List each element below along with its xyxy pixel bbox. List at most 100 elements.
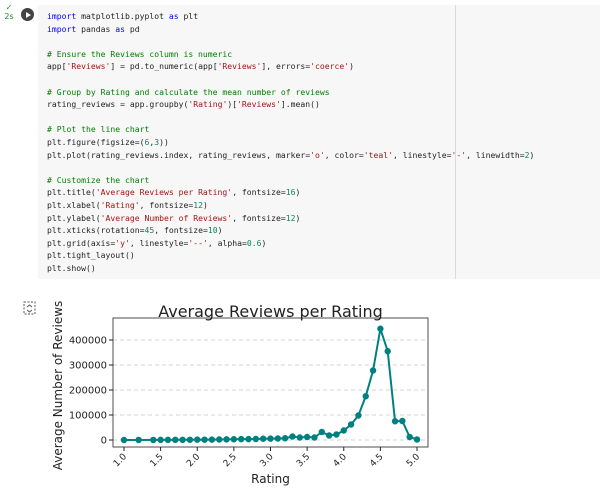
code-token: '--'	[188, 237, 208, 248]
data-point	[194, 436, 201, 443]
code-line: # Customize the chart	[47, 174, 534, 187]
code-token: '-'	[451, 149, 467, 160]
output-icon[interactable]	[22, 300, 38, 316]
data-point	[413, 436, 421, 443]
x-tick-label: 2.0	[185, 452, 202, 469]
y-tick-label: 400000	[69, 336, 107, 347]
data-point	[237, 435, 245, 443]
y-tick-label: 0	[101, 436, 107, 447]
code-line: plt.tight_layout()	[47, 250, 135, 261]
data-point	[318, 428, 325, 436]
code-token: 'y'	[115, 237, 130, 248]
run-status: ✓ 2s	[3, 3, 15, 21]
code-line: # Plot the line chart	[47, 123, 534, 136]
code-token: 'Average Reviews per Rating'	[95, 187, 233, 198]
data-point	[230, 436, 238, 443]
code-block: # Group by Rating and calculate the mean…	[47, 86, 534, 111]
code-token: # Customize the chart	[47, 174, 150, 185]
data-point	[377, 325, 384, 332]
data-point	[347, 421, 355, 428]
data-point	[355, 412, 362, 419]
data-point	[186, 436, 194, 443]
code-line: app['Reviews'] = pd.to_numeric(app['Revi…	[47, 61, 355, 72]
x-tick-label: 3.0	[258, 452, 275, 469]
code-block: # Customize the chart plt.title('Average …	[47, 174, 534, 275]
code-block: import matplotlib.pyplot as plt import pa…	[47, 10, 534, 35]
code-token: 'Reviews'	[66, 61, 111, 72]
code-token: 'Rating'	[100, 199, 140, 210]
code-line: plt.show()	[47, 262, 96, 273]
data-point	[208, 436, 216, 443]
code-token: as	[115, 23, 125, 34]
data-point	[135, 436, 142, 444]
data-point	[369, 367, 377, 374]
code-line: # Group by Rating and calculate the mean…	[47, 86, 534, 99]
data-point	[157, 436, 164, 444]
data-point	[274, 435, 282, 442]
data-point	[391, 418, 399, 425]
data-point	[216, 436, 223, 443]
status-check: ✓	[5, 3, 13, 12]
code-token: 16	[285, 187, 296, 198]
data-point	[289, 433, 296, 440]
code-token: # Group by Rating and calculate the mean…	[47, 86, 330, 97]
data-point	[325, 432, 333, 439]
data-line	[123, 328, 418, 441]
code-block: # Ensure the Reviews column is numeric ap…	[47, 48, 534, 73]
code-token: 2	[524, 149, 530, 160]
x-axis-label: Rating	[251, 472, 290, 486]
code-token: 'Reviews'	[217, 61, 262, 72]
code-line: plt.title('Average Reviews per Rating', …	[47, 187, 301, 198]
code-token: 10	[207, 225, 218, 236]
code-token: 'Reviews'	[237, 99, 281, 110]
data-point	[201, 436, 208, 443]
y-tick-label: 100000	[69, 411, 107, 422]
code-token: 'Average Number of Reviews'	[100, 212, 233, 223]
run-button[interactable]	[21, 8, 34, 21]
data-point	[223, 436, 230, 443]
chart-title: Average Reviews per Rating	[158, 302, 383, 321]
code-line: import pandas as pd	[47, 23, 140, 34]
data-point	[406, 433, 413, 441]
x-tick-label: 2.5	[222, 452, 239, 469]
data-point	[172, 436, 179, 444]
x-tick-label: 1.5	[149, 452, 166, 469]
code-line: plt.plot(rating_reviews.index, rating_re…	[47, 149, 535, 160]
code-token: 'Rating'	[188, 99, 228, 110]
code-token: as	[168, 11, 179, 21]
code-token: 45	[144, 225, 155, 236]
code-block: # Plot the line chart plt.figure(figsize=…	[47, 123, 534, 161]
x-tick-label: 1.0	[112, 452, 129, 469]
code-cell[interactable]: import matplotlib.pyplot as plt import pa…	[38, 5, 600, 279]
plot-frame	[112, 317, 429, 448]
data-point	[362, 393, 369, 400]
code-line: plt.grid(axis='y', linestyle='--', alpha…	[47, 237, 267, 248]
x-tick-label: 5.0	[405, 452, 422, 469]
x-tick-label: 3.5	[295, 452, 312, 469]
code-line: plt.ylabel('Average Number of Reviews', …	[47, 212, 301, 223]
data-point	[252, 435, 260, 443]
code-token: 0.6	[246, 237, 262, 248]
code-editor: import matplotlib.pyplot as plt import pa…	[47, 10, 534, 287]
y-tick-label: 300000	[69, 361, 107, 372]
y-tick-label: 200000	[69, 386, 107, 397]
code-line: rating_reviews = app.groupby('Rating')['…	[47, 99, 320, 110]
data-point	[296, 434, 304, 441]
code-token: 12	[285, 212, 296, 223]
data-point	[179, 436, 186, 443]
data-point	[120, 436, 128, 444]
code-token: 'teal'	[363, 149, 393, 160]
code-line: plt.xticks(rotation=45, fontsize=10)	[47, 225, 223, 236]
code-token: import	[47, 23, 77, 34]
code-token: 3	[154, 136, 160, 147]
code-token: 6	[144, 136, 150, 147]
data-point	[384, 348, 391, 355]
output-icon-frame	[23, 301, 36, 315]
code-line: plt.figure(figsize=(6,3))	[47, 136, 169, 147]
data-point	[259, 435, 267, 442]
output-icon-arrows	[26, 304, 33, 313]
data-point	[303, 433, 311, 441]
data-point	[267, 435, 274, 442]
data-point	[399, 417, 406, 425]
